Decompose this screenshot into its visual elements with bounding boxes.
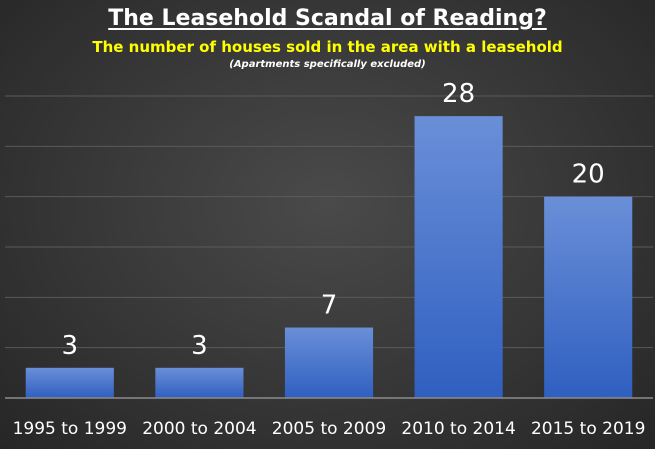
bar-0 bbox=[25, 367, 114, 398]
x-tick-label-3: 2010 to 2014 bbox=[401, 419, 515, 439]
x-tick-labels: 1995 to 1999 2000 to 2004 2005 to 2009 2010… bbox=[13, 419, 646, 439]
bar-2 bbox=[284, 327, 374, 398]
chart-title: The Leasehold Scandal of Reading? bbox=[108, 6, 547, 31]
data-label-1: 3 bbox=[191, 331, 208, 361]
data-label-0: 3 bbox=[62, 331, 79, 361]
bar-4 bbox=[544, 196, 633, 398]
bars bbox=[25, 116, 633, 398]
data-label-2: 7 bbox=[321, 291, 338, 321]
bar-3 bbox=[414, 116, 503, 398]
data-label-3: 28 bbox=[442, 79, 475, 109]
x-tick-label-0: 1995 to 1999 bbox=[13, 419, 127, 439]
data-labels: 3 3 7 28 20 bbox=[62, 79, 605, 361]
x-tick-label-4: 2015 to 2019 bbox=[531, 419, 645, 439]
chart-note: (Apartments specifically excluded) bbox=[229, 59, 426, 70]
x-tick-label-1: 2000 to 2004 bbox=[142, 419, 256, 439]
data-label-4: 20 bbox=[572, 160, 605, 190]
chart-subtitle: The number of houses sold in the area wi… bbox=[92, 38, 563, 56]
x-tick-label-2: 2005 to 2009 bbox=[272, 419, 386, 439]
bar-1 bbox=[155, 367, 244, 398]
